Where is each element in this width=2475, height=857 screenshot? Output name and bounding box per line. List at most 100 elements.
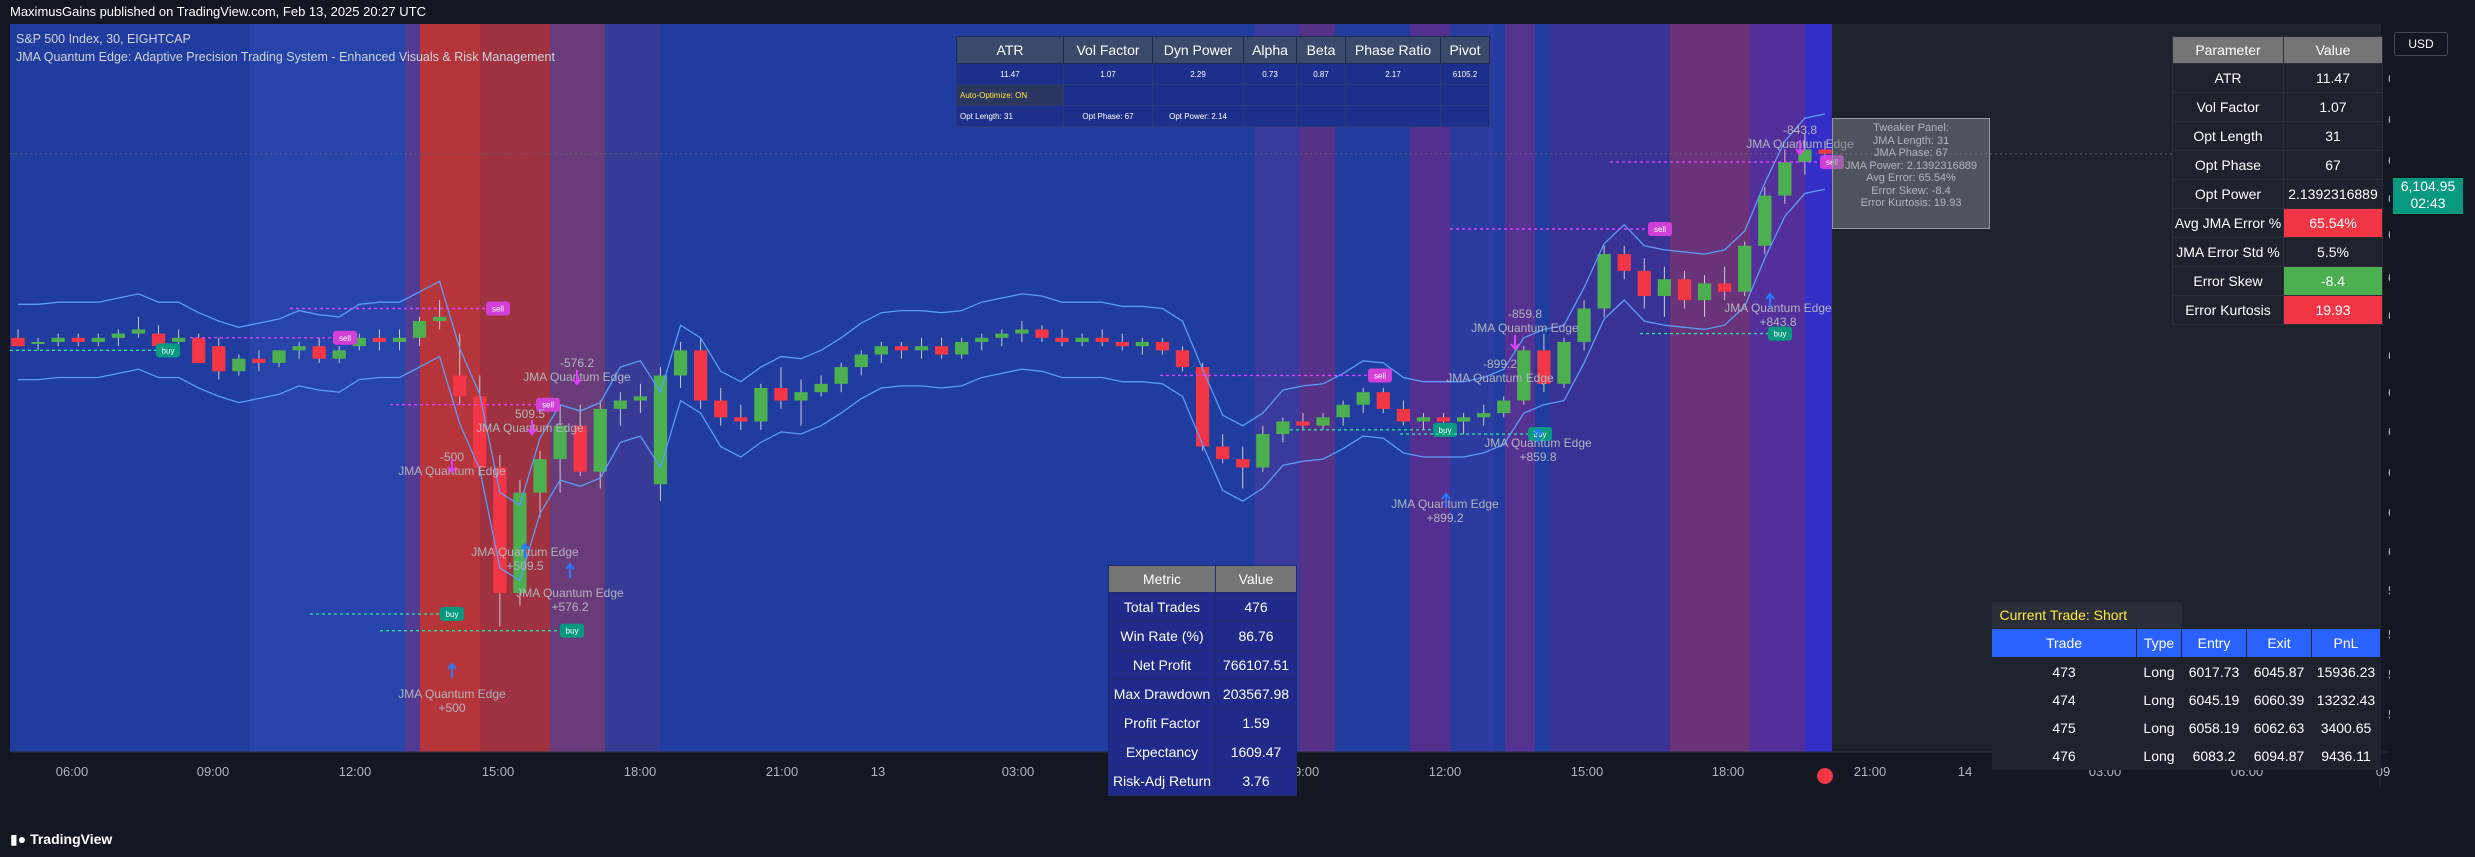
candle-body <box>914 346 929 351</box>
candle-body <box>633 396 648 401</box>
trade-cell: 6017.73 <box>2181 657 2247 686</box>
candle-body <box>1818 149 1832 154</box>
candle-body <box>71 337 85 342</box>
trade-annotation-sub: +843.8 <box>1759 315 1796 329</box>
exit-arrow-head <box>1795 148 1805 156</box>
y-tick-label: 6,100.00 <box>2388 191 2390 206</box>
param-name: ATR <box>2172 63 2284 93</box>
candle-body <box>292 346 306 351</box>
currency-button[interactable]: USD <box>2394 32 2448 56</box>
buy-marker <box>560 623 584 638</box>
candle-body <box>412 321 427 338</box>
trade-header: PnL <box>2311 628 2381 658</box>
buy-label: buy <box>566 627 579 636</box>
candle-body <box>613 400 627 409</box>
entry-arrow-head <box>447 662 457 670</box>
x-tick-label: 18:00 <box>624 764 657 779</box>
y-tick-label: 5,975.00 <box>2388 667 2390 682</box>
trade-annotation-sub: +859.8 <box>1519 450 1556 464</box>
entry-arrow-head <box>1533 427 1543 435</box>
sell-marker <box>1648 222 1672 237</box>
trade-annotation: -899.2 <box>1483 357 1517 371</box>
candle-body <box>252 358 266 363</box>
metric-value: 1.59 <box>1215 708 1297 738</box>
sell-label: sell <box>339 334 351 343</box>
atr-value: 11.47 <box>956 63 1064 85</box>
param-name: Opt Power <box>2172 179 2284 209</box>
sell-marker <box>1368 368 1392 383</box>
trade-cell: 6045.19 <box>2181 686 2247 714</box>
sell-label: sell <box>1654 225 1666 234</box>
trade-spacer <box>2182 602 2247 629</box>
param-name: Avg JMA Error % <box>2172 208 2284 238</box>
table-row: 474 Long 6045.19 6060.39 13232.43 <box>1991 686 2381 714</box>
candle-body <box>854 354 868 368</box>
candle-body <box>673 350 688 376</box>
metric-header: Metric <box>1108 565 1216 593</box>
param-header: Value <box>2283 36 2383 64</box>
trade-annotation-sub: JMA Quantum Edge <box>1446 371 1554 385</box>
param-name: Opt Phase <box>2172 150 2284 180</box>
table-row: 476 Long 6083.2 6094.87 9436.11 <box>1991 742 2381 770</box>
y-tick-label: 6,050.00 <box>2388 385 2390 400</box>
param-name: Opt Length <box>2172 121 2284 151</box>
candle-body <box>794 392 808 401</box>
candle-body <box>1416 417 1431 422</box>
regime-band <box>1550 24 1670 752</box>
x-tick-label: 21:00 <box>1854 764 1887 779</box>
buy-label: buy <box>446 610 459 619</box>
candle-body <box>1356 392 1370 405</box>
param-name: Error Skew <box>2172 266 2284 296</box>
candle-body <box>31 341 45 344</box>
y-tick-label: 6,060.00 <box>2388 348 2390 363</box>
y-tick-label: 6,038.00 <box>2388 424 2390 439</box>
trade-header: Entry <box>2181 628 2247 658</box>
y-tick-label: 6,080.00 <box>2388 270 2390 285</box>
y-tick-label: 6,120.00 <box>2388 112 2390 127</box>
candle-body <box>1115 341 1129 347</box>
buy-label: buy <box>1774 330 1787 339</box>
buy-label: buy <box>1439 426 1452 435</box>
y-tick-label: 6,026.00 <box>2388 465 2390 480</box>
trade-spacer <box>2312 602 2381 629</box>
atr-empty <box>1243 105 1297 127</box>
sell-label: sell <box>542 401 554 410</box>
indicator-title[interactable]: JMA Quantum Edge: Adaptive Precision Tra… <box>16 50 555 64</box>
chart-title: S&P 500 Index, 30, EIGHTCAP JMA Quantum … <box>16 30 555 66</box>
jma-lower-band <box>18 188 1826 582</box>
trade-annotation-sub: +500 <box>438 701 465 715</box>
buy-marker <box>440 606 464 621</box>
candle-body <box>1236 459 1250 468</box>
candle-body <box>392 337 407 342</box>
candle-body <box>975 337 989 342</box>
regime-band <box>250 24 405 752</box>
atr-empty <box>1440 105 1490 127</box>
regime-band <box>1300 24 1335 752</box>
atr-value: 1.07 <box>1063 63 1153 85</box>
candle-body <box>352 337 366 347</box>
x-tick-label: 12:00 <box>339 764 372 779</box>
tradingview-logo[interactable]: ▮● TradingView <box>10 831 113 847</box>
atr-empty <box>1152 84 1244 106</box>
regime-band <box>1450 24 1495 752</box>
param-value: 11.47 <box>2283 63 2383 93</box>
candle-body <box>232 358 246 372</box>
atr-header: ATR <box>956 36 1064 64</box>
candle-body <box>593 408 607 472</box>
trade-cell: Long <box>2136 742 2182 770</box>
buy-label: buy <box>162 346 175 355</box>
jma-upper-band <box>18 113 1826 507</box>
candle-body <box>774 388 788 401</box>
x-tick-label: 12:00 <box>1429 764 1462 779</box>
candle-body <box>1577 308 1591 342</box>
symbol-title[interactable]: S&P 500 Index, 30, EIGHTCAP <box>16 32 191 46</box>
table-row: 475 Long 6058.19 6062.63 3400.65 <box>1991 714 2381 742</box>
trade-cell: 475 <box>1991 714 2137 742</box>
table-row: 473 Long 6017.73 6045.87 15936.23 <box>1991 657 2381 686</box>
atr-header: Vol Factor <box>1063 36 1153 64</box>
sell-marker <box>486 301 510 316</box>
opt-power: Opt Power: 2.14 <box>1152 105 1244 127</box>
candle-body <box>533 459 547 493</box>
candle-body <box>1597 254 1611 309</box>
exit-arrow-head <box>572 378 582 386</box>
